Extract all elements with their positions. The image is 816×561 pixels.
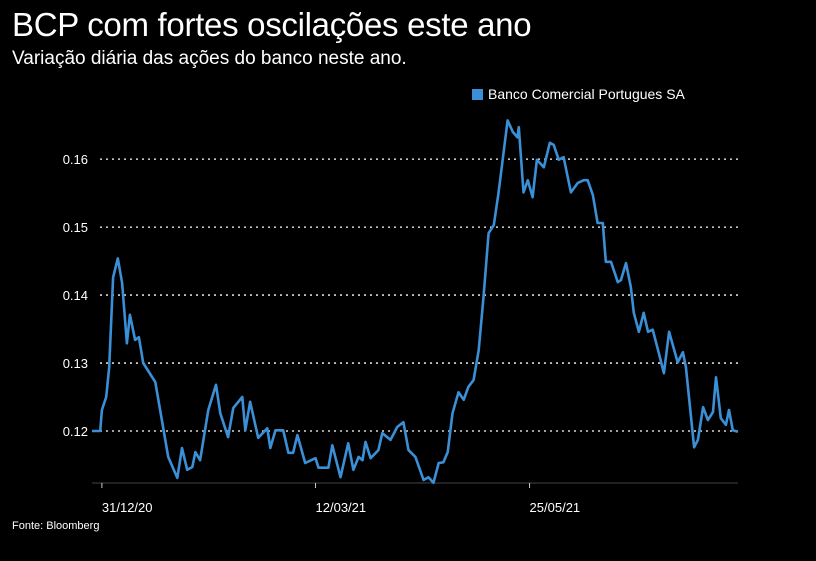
x-tick-label: 31/12/20	[102, 500, 153, 515]
chart-subtitle: Variação diária das ações do banco neste…	[12, 48, 407, 69]
y-tick-label: 0.12	[63, 424, 88, 439]
x-tick-label: 12/03/21	[316, 500, 367, 515]
legend: Banco Comercial Portugues SA	[472, 86, 685, 102]
legend-label: Banco Comercial Portugues SA	[488, 86, 685, 102]
chart-title: BCP com fortes oscilações este ano	[12, 6, 532, 43]
y-tick-label: 0.16	[63, 152, 88, 167]
source-note: Fonte: Bloomberg	[12, 520, 100, 532]
y-tick-label: 0.15	[63, 220, 88, 235]
y-tick-label: 0.14	[63, 288, 88, 303]
legend-swatch	[472, 88, 483, 100]
series-line	[92, 119, 739, 485]
x-tick-label: 25/05/21	[530, 500, 581, 515]
y-tick-label: 0.13	[63, 356, 88, 371]
